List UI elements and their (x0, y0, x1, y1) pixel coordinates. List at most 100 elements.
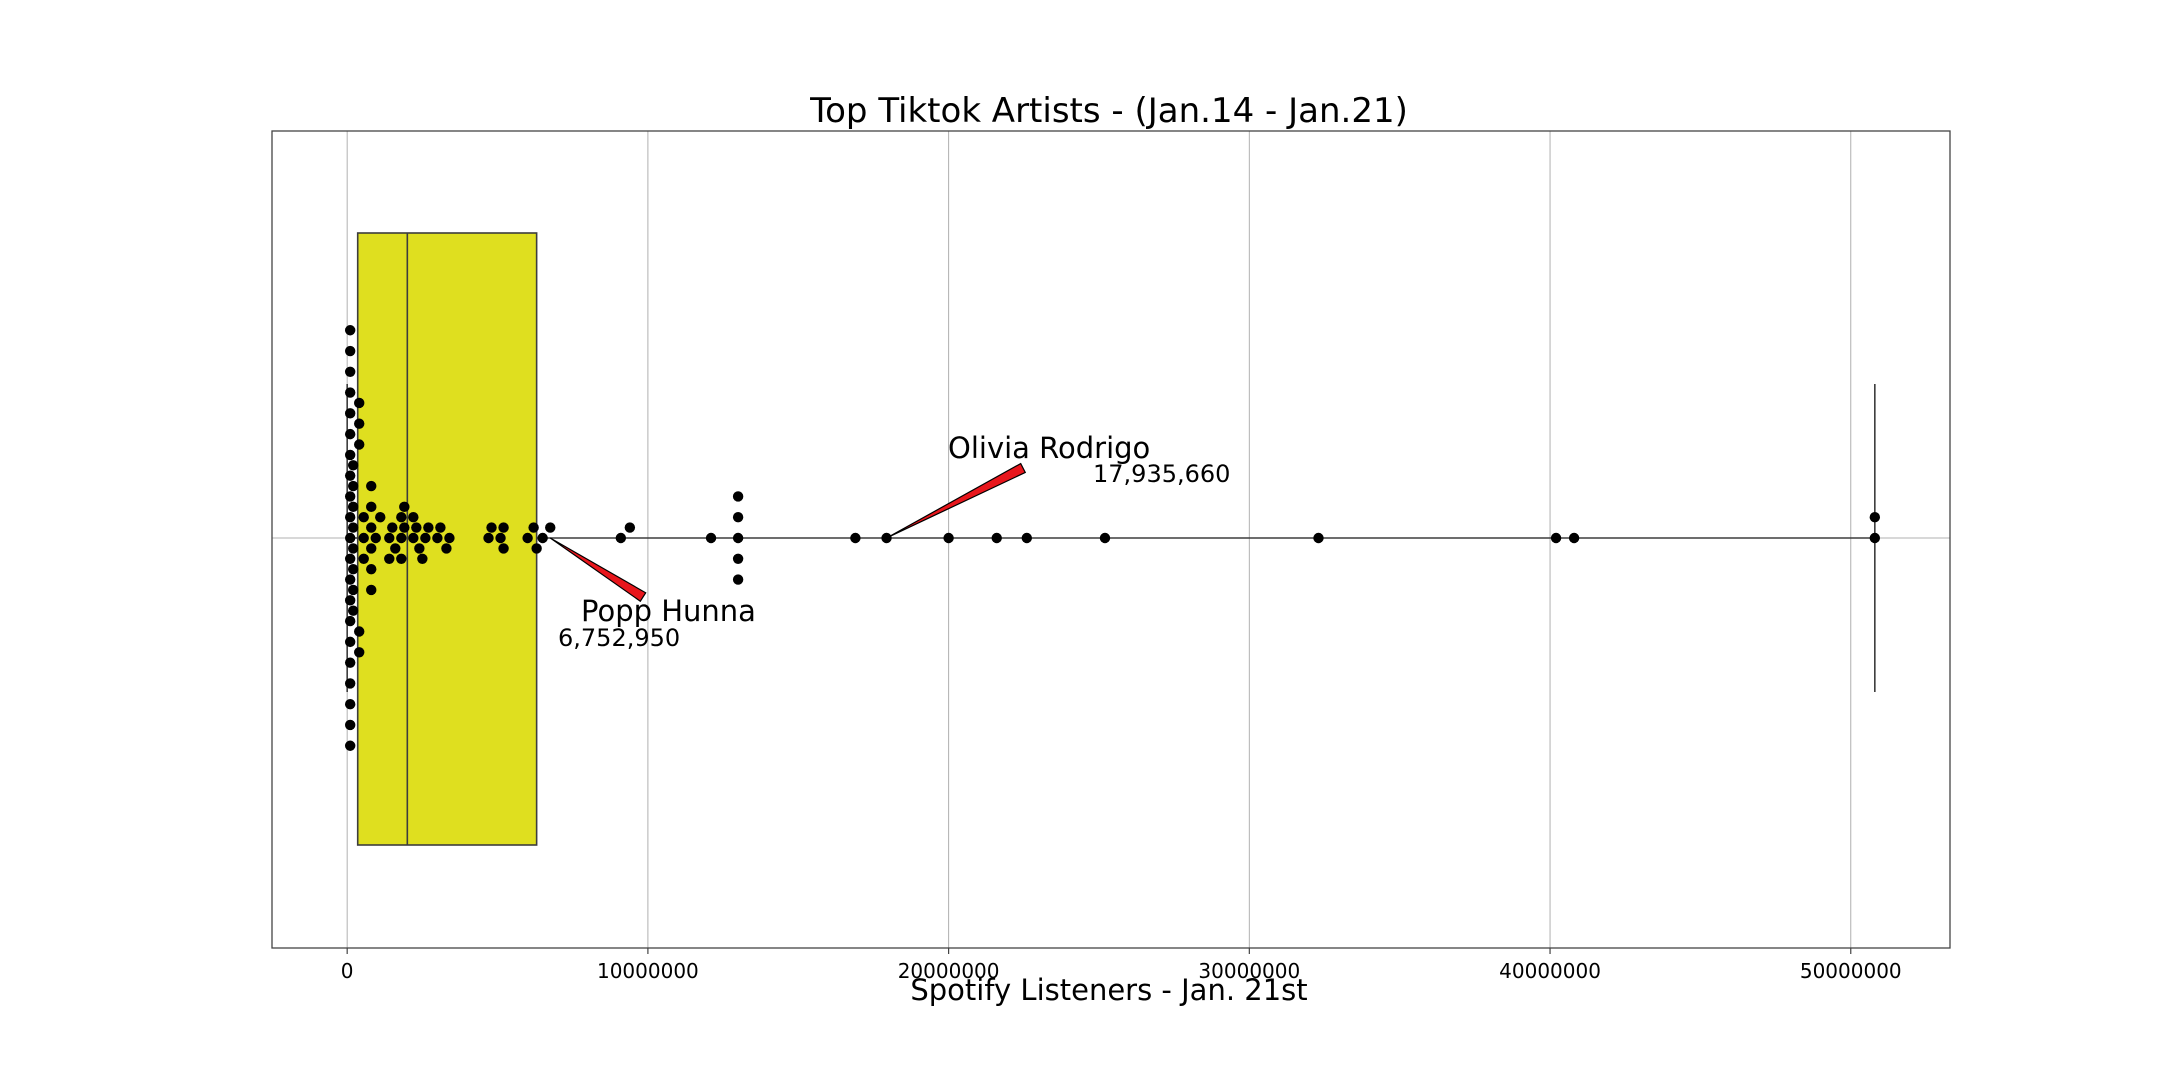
data-point (1313, 532, 1324, 544)
data-point (615, 532, 627, 544)
annotation-name: Popp Hunna (581, 594, 756, 628)
data-point (1550, 532, 1562, 544)
data-point (344, 553, 356, 564)
x-tick-label: 30000000 (1198, 959, 1300, 983)
data-point (366, 501, 377, 513)
plot-frame (271, 130, 1951, 949)
x-tick-label: 50000000 (1800, 959, 1902, 983)
data-point (732, 574, 744, 585)
data-point (528, 522, 539, 533)
data-point (732, 532, 744, 544)
data-point (943, 532, 954, 544)
data-point (358, 512, 369, 523)
x-tick-label: 0 (341, 959, 354, 983)
annotation-arrow (549, 537, 647, 603)
data-point (705, 532, 717, 544)
data-point (344, 574, 356, 585)
data-point (347, 501, 359, 513)
data-point (354, 439, 365, 450)
data-point (1869, 532, 1881, 544)
data-point (1568, 532, 1580, 544)
data-point (358, 532, 369, 544)
data-point (732, 553, 744, 564)
annotation-value: 17,935,660 (1093, 460, 1230, 488)
box-plot (346, 232, 1876, 846)
data-point (495, 532, 506, 544)
data-point (344, 408, 356, 419)
data-point (441, 543, 452, 554)
data-point (498, 522, 509, 533)
data-point (344, 532, 356, 544)
data-point (435, 522, 446, 533)
data-point (347, 584, 359, 596)
data-points (344, 325, 1881, 751)
data-point (344, 470, 356, 481)
data-point (344, 595, 356, 606)
data-point (408, 532, 419, 544)
data-point (414, 543, 425, 554)
data-point (344, 387, 356, 398)
data-point (366, 543, 377, 554)
data-point (387, 522, 398, 533)
annotation-value: 6,752,950 (558, 624, 680, 652)
data-point (732, 491, 744, 502)
data-point (545, 522, 556, 533)
data-point (417, 553, 428, 564)
x-axis-label: Spotify Listeners - Jan. 21st (910, 973, 1307, 1007)
data-point (375, 512, 386, 523)
data-point (396, 512, 407, 523)
data-point (399, 522, 410, 533)
chart-title: Top Tiktok Artists - (Jan.14 - Jan.21) (809, 91, 1408, 131)
plot-border (271, 130, 1951, 949)
data-point (483, 532, 494, 544)
data-point (344, 615, 356, 627)
data-point (366, 480, 377, 492)
data-point (411, 522, 422, 533)
data-point (390, 543, 401, 554)
data-point (347, 460, 359, 471)
data-point (420, 532, 431, 544)
data-point (344, 678, 356, 689)
data-point (366, 522, 377, 533)
data-point (498, 543, 509, 554)
x-tick-labels: 0 10000000 20000000 30000000 40000000 5000000… (341, 948, 1902, 983)
x-tick-label: 20000000 (898, 959, 1000, 983)
data-point (408, 512, 419, 523)
data-point (396, 553, 407, 564)
data-point (384, 532, 395, 544)
data-point (344, 428, 356, 440)
data-point (344, 345, 356, 357)
data-point (358, 553, 369, 564)
data-point (344, 366, 356, 377)
data-point (423, 522, 434, 533)
data-point (624, 522, 636, 533)
data-point (366, 584, 377, 596)
data-point (347, 605, 359, 616)
data-point (344, 719, 356, 731)
data-point (344, 740, 356, 751)
data-point (344, 657, 356, 668)
x-tick-label: 40000000 (1499, 959, 1601, 983)
data-point (344, 325, 356, 336)
x-tick-label: 10000000 (597, 959, 699, 983)
data-point (1869, 512, 1881, 523)
data-point (347, 543, 359, 554)
annotation-arrow (886, 462, 1027, 539)
data-point (344, 512, 356, 523)
data-point (537, 532, 548, 544)
data-point (344, 491, 356, 502)
data-point (354, 647, 365, 658)
data-point (354, 418, 365, 429)
data-point (1099, 532, 1111, 544)
data-point (396, 532, 407, 544)
data-point (444, 532, 455, 544)
data-point (991, 532, 1002, 544)
data-point (531, 543, 542, 554)
data-point (522, 532, 533, 544)
data-point (399, 501, 410, 513)
annotation-name: Olivia Rodrigo (948, 431, 1150, 465)
data-point (432, 532, 443, 544)
data-point (486, 522, 497, 533)
data-point (850, 532, 861, 544)
